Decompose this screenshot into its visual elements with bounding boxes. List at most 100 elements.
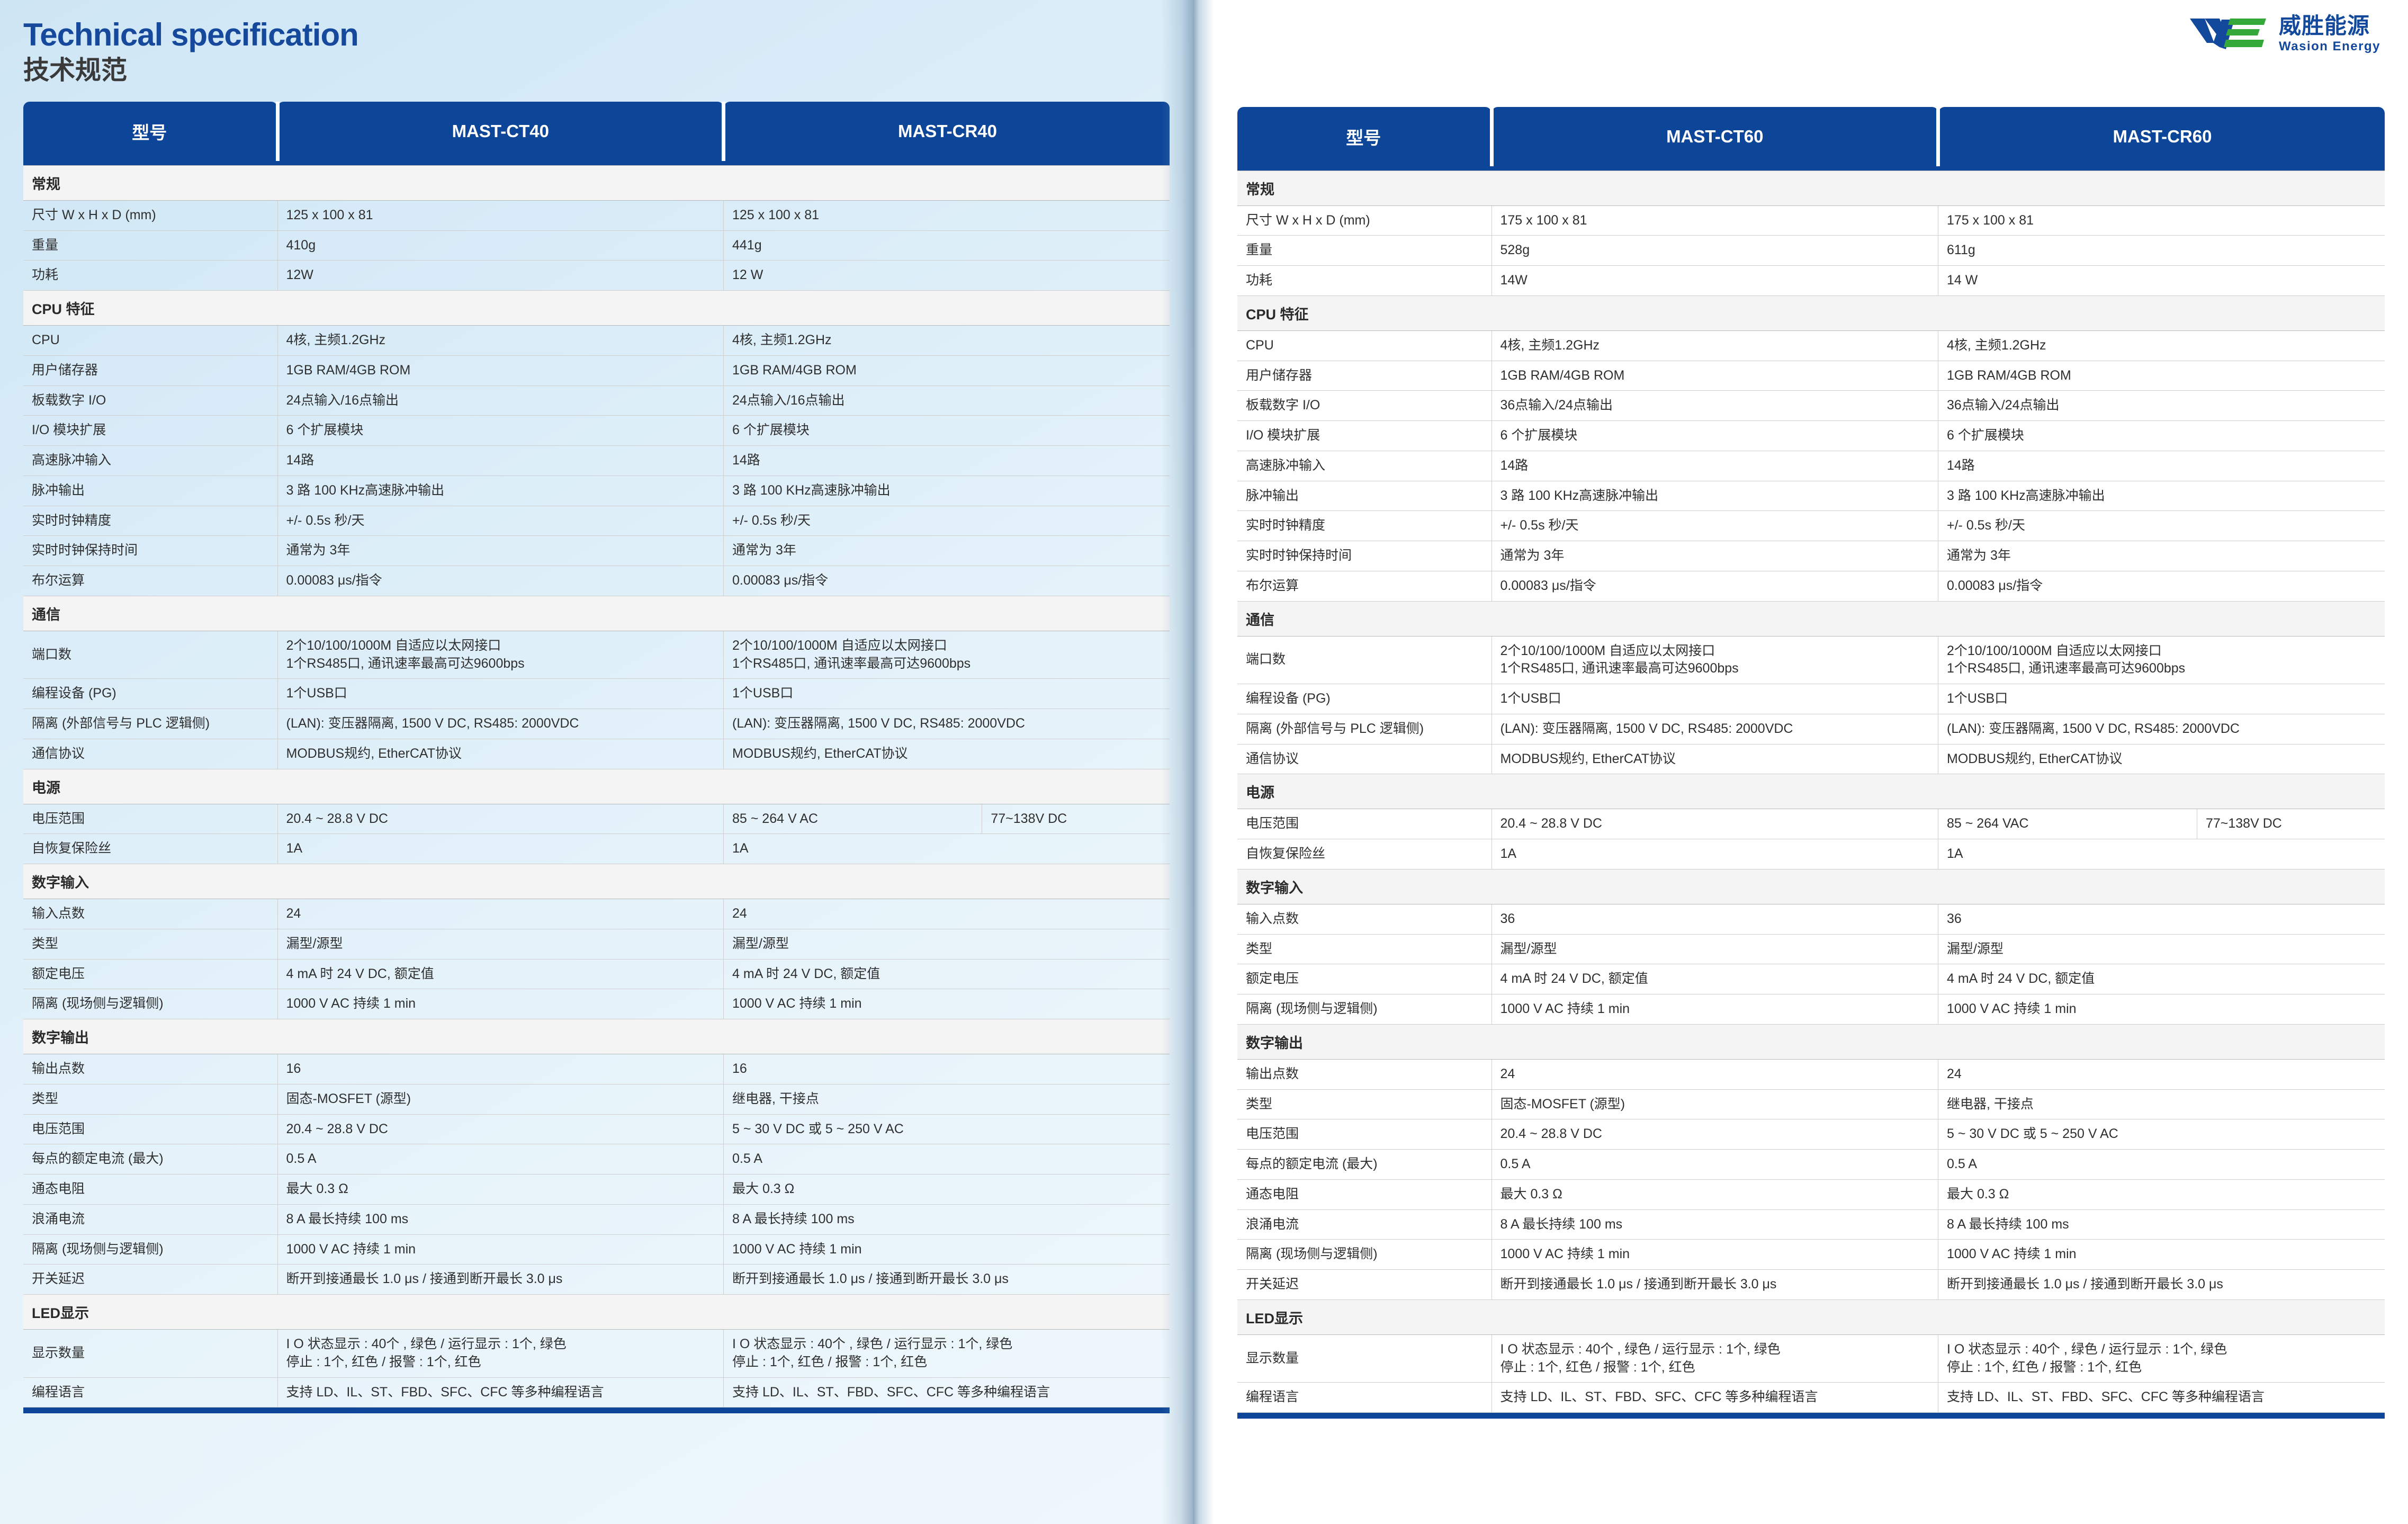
section-title: 电源 <box>23 768 1170 804</box>
table-row: 端口数 2个10/100/1000M 自适应以太网接口 1个RS485口, 通讯速… <box>1237 636 2385 684</box>
spec-label: 额定电压 <box>1237 964 1492 994</box>
spec-value-variant-a: 20.4 ~ 28.8 V DC <box>277 1114 724 1145</box>
spec-value-variant-b: 6 个扩展模块 <box>723 415 1170 446</box>
spec-value-variant-b: 1000 V AC 持续 1 min <box>1938 1239 2385 1270</box>
spec-value-variant-b: 继电器, 干接点 <box>1938 1089 2385 1120</box>
table-row: 功耗 14W 14 W <box>1237 265 2385 296</box>
spec-label: 布尔运算 <box>23 566 278 596</box>
table-row: 通信协议 MODBUS规约, EtherCAT协议 MODBUS规约, EtherC… <box>23 739 1170 769</box>
spec-value-variant-a: 175 x 100 x 81 <box>1491 205 1938 236</box>
spec-value-variant-b: (LAN): 变压器隔离, 1500 V DC, RS485: 2000VDC <box>1938 714 2385 745</box>
table-row: 隔离 (外部信号与 PLC 逻辑侧) (LAN): 变压器隔离, 1500 V D… <box>23 709 1170 739</box>
spec-label: I/O 模块扩展 <box>1237 420 1492 451</box>
spec-label: 输出点数 <box>1237 1059 1492 1090</box>
spec-label: 输出点数 <box>23 1054 278 1084</box>
spec-label: 实时时钟保持时间 <box>1237 541 1492 571</box>
spec-value-variant-b: 16 <box>723 1054 1170 1084</box>
spec-value-variant-a: 24 <box>277 899 724 929</box>
spec-value-variant-a: 36点输入/24点输出 <box>1491 390 1938 421</box>
right-page: 威胜能源 Wasion Energy 型号 MAST-CT60 MAST-CR60 常… <box>1214 0 2408 1524</box>
spec-value-variant-a: 2个10/100/1000M 自适应以太网接口 1个RS485口, 通讯速率最高… <box>277 631 724 679</box>
table-row: 编程语言 支持 LD、IL、ST、FBD、SFC、CFC 等多种编程语言 支持 LD… <box>23 1377 1170 1408</box>
section-title: CPU 特征 <box>23 290 1170 326</box>
section-header-row: CPU 特征 <box>1237 295 2385 331</box>
spec-value-variant-b-split: 85 ~ 264 VAC 77~138V DC <box>1938 809 2385 839</box>
table-footer-bar <box>23 1407 1170 1413</box>
header-underline-bar <box>1237 166 2385 171</box>
spec-value-variant-b: 4 mA 时 24 V DC, 额定值 <box>723 959 1170 990</box>
spec-table-ct40-cr40: 型号 MAST-CT40 MAST-CR40 常规 尺寸 W x H x D (mm) 1… <box>23 102 1170 1413</box>
table-row: 显示数量 I O 状态显示 : 40个 , 绿色 / 运行显示 : 1个, 绿色 … <box>23 1329 1170 1378</box>
table-row: 每点的额定电流 (最大) 0.5 A 0.5 A <box>23 1144 1170 1175</box>
spec-value-variant-b: I O 状态显示 : 40个 , 绿色 / 运行显示 : 1个, 绿色 停止 :… <box>723 1329 1170 1378</box>
spec-value-variant-b: 14路 <box>1938 451 2385 481</box>
spec-value-variant-b: 5 ~ 30 V DC 或 5 ~ 250 V AC <box>723 1114 1170 1145</box>
section-header-row: 电源 <box>23 768 1170 804</box>
spec-label: 浪涌电流 <box>1237 1209 1492 1240</box>
spec-value-variant-b: 继电器, 干接点 <box>723 1084 1170 1115</box>
spec-label: 隔离 (外部信号与 PLC 逻辑侧) <box>23 709 278 739</box>
spec-value-variant-b: 断开到接通最长 1.0 μs / 接通到断开最长 3.0 μs <box>1938 1269 2385 1300</box>
spec-value-variant-b: 24 <box>723 899 1170 929</box>
table-row: 编程语言 支持 LD、IL、ST、FBD、SFC、CFC 等多种编程语言 支持 LD… <box>1237 1382 2385 1413</box>
spec-value-variant-b: 通常为 3年 <box>1938 541 2385 571</box>
spec-value-variant-b: 3 路 100 KHz高速脉冲输出 <box>1938 481 2385 512</box>
split-cell: 85 ~ 264 V AC 77~138V DC <box>724 804 1170 834</box>
section-title: 电源 <box>1237 774 2385 810</box>
spec-value-variant-a: MODBUS规约, EtherCAT协议 <box>277 739 724 769</box>
spec-value-variant-b: 2个10/100/1000M 自适应以太网接口 1个RS485口, 通讯速率最高… <box>723 631 1170 679</box>
spec-value-variant-b: 1A <box>723 833 1170 865</box>
section-title: 数字输出 <box>23 1019 1170 1055</box>
logo-company-name-en: Wasion Energy <box>2279 39 2380 53</box>
spec-label: 每点的额定电流 (最大) <box>1237 1149 1492 1180</box>
table-row: 脉冲输出 3 路 100 KHz高速脉冲输出 3 路 100 KHz高速脉冲输出 <box>23 476 1170 506</box>
spec-label: 通态电阻 <box>1237 1179 1492 1210</box>
spec-label: 实时时钟保持时间 <box>23 535 278 567</box>
table-row: 实时时钟精度 +/- 0.5s 秒/天 +/- 0.5s 秒/天 <box>1237 510 2385 541</box>
spec-value-variant-a: 固态-MOSFET (源型) <box>277 1084 724 1115</box>
spec-value-variant-b-dc: 77~138V DC <box>2205 816 2282 831</box>
table-row: 输入点数 24 24 <box>23 899 1170 929</box>
table-row: 尺寸 W x H x D (mm) 175 x 100 x 81 175 x 100… <box>1237 205 2385 236</box>
spec-value-variant-b: 漏型/源型 <box>723 929 1170 960</box>
spec-value-variant-b: 0.00083 μs/指令 <box>723 566 1170 596</box>
spec-label: 电压范围 <box>23 1114 278 1145</box>
spec-label: 脉冲输出 <box>23 476 278 506</box>
spec-value-variant-a: 36 <box>1491 904 1938 935</box>
spec-value-variant-a: 3 路 100 KHz高速脉冲输出 <box>1491 481 1938 512</box>
spec-table-ct60-cr60: 型号 MAST-CT60 MAST-CR60 常规 尺寸 W x H x D (mm) 1… <box>1237 107 2385 1419</box>
spec-value-variant-b: 6 个扩展模块 <box>1938 420 2385 451</box>
spec-value-variant-b-ac: 85 ~ 264 VAC <box>1938 809 2197 839</box>
table-row: 布尔运算 0.00083 μs/指令 0.00083 μs/指令 <box>1237 571 2385 602</box>
spec-label: 通态电阻 <box>23 1174 278 1205</box>
spec-value-variant-a: 24点输入/16点输出 <box>277 386 724 416</box>
table-row: 隔离 (现场侧与逻辑侧) 1000 V AC 持续 1 min 1000 V AC … <box>1237 994 2385 1025</box>
table-row: 输入点数 36 36 <box>1237 904 2385 935</box>
spec-value-variant-a: 0.00083 μs/指令 <box>1491 571 1938 602</box>
document-header: Technical specification 技术规范 <box>23 18 1170 86</box>
table-row: 尺寸 W x H x D (mm) 125 x 100 x 81 125 x 100… <box>23 200 1170 231</box>
table-header-underline <box>23 161 1170 166</box>
spec-value-variant-b: 125 x 100 x 81 <box>723 200 1170 231</box>
section-title: 数字输入 <box>23 864 1170 900</box>
section-title: 通信 <box>23 595 1170 631</box>
table-row: 板载数字 I/O 36点输入/24点输出 36点输入/24点输出 <box>1237 390 2385 421</box>
spec-label: 开关延迟 <box>1237 1269 1492 1300</box>
spec-label: 类型 <box>23 1084 278 1115</box>
spec-value-variant-a: 1个USB口 <box>277 678 724 710</box>
spec-label: 高速脉冲输入 <box>23 445 278 476</box>
spec-value-variant-a: 漏型/源型 <box>277 929 724 960</box>
section-title: CPU 特征 <box>1237 295 2385 331</box>
section-header-row: 电源 <box>1237 774 2385 810</box>
spec-value-variant-b-ac: 85 ~ 264 V AC <box>724 804 983 834</box>
spec-value-variant-b: +/- 0.5s 秒/天 <box>723 506 1170 536</box>
section-header-row: 数字输入 <box>1237 868 2385 904</box>
table-row: 浪涌电流 8 A 最长持续 100 ms 8 A 最长持续 100 ms <box>1237 1209 2385 1240</box>
company-logo: 威胜能源 Wasion Energy <box>2189 15 2380 53</box>
spec-value-variant-a: 1000 V AC 持续 1 min <box>277 989 724 1020</box>
spec-label: 电压范围 <box>1237 1119 1492 1150</box>
section-header-row: LED显示 <box>1237 1299 2385 1335</box>
spec-label: 隔离 (现场侧与逻辑侧) <box>1237 994 1492 1025</box>
column-header-variant-b: MAST-CR40 <box>722 102 1170 162</box>
table-row: CPU 4核, 主频1.2GHz 4核, 主频1.2GHz <box>23 325 1170 356</box>
